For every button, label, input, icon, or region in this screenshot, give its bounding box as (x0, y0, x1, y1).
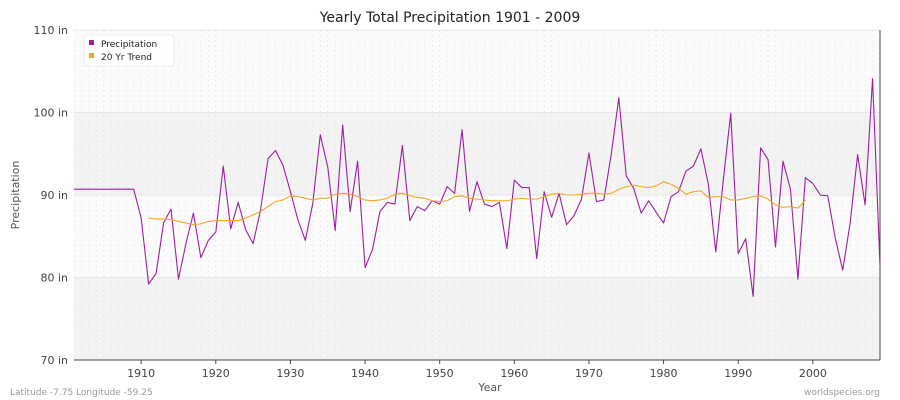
y-tick-label: 90 in (40, 189, 68, 202)
x-tick-label: 1980 (650, 367, 678, 380)
x-tick-label: 1960 (500, 367, 528, 380)
y-tick-label: 100 in (33, 107, 68, 120)
legend-label-precipitation: Precipitation (101, 40, 157, 50)
x-tick-label: 1950 (426, 367, 454, 380)
legend-label-20yr-trend: 20 Yr Trend (101, 53, 152, 63)
trend-line (148, 181, 806, 226)
y-tick-label: 110 in (33, 24, 68, 37)
x-tick-label: 1940 (351, 367, 379, 380)
footer-coordinates: Latitude -7.75 Longitude -59.25 (10, 388, 153, 398)
legend-swatch-precipitation (89, 40, 94, 45)
y-tick-label: 70 in (40, 354, 68, 367)
legend: Precipitation 20 Yr Trend (83, 34, 175, 67)
x-axis-ticks: 1910 1920 1930 1940 1950 1960 1970 1980 1990 2000 (127, 360, 827, 380)
y-tick-label: 80 in (40, 272, 68, 285)
grid-lines (73, 29, 881, 361)
x-tick-label: 1970 (575, 367, 603, 380)
x-axis-label: Year (477, 381, 502, 394)
legend-swatch-20yr-trend (89, 53, 94, 58)
x-tick-label: 1910 (127, 367, 155, 380)
plot-band (74, 277, 880, 360)
footer-source: worldspecies.org (804, 388, 880, 398)
x-tick-label: 1990 (724, 367, 752, 380)
chart-title: Yearly Total Precipitation 1901 - 2009 (319, 10, 581, 26)
series-lines (74, 78, 881, 298)
x-tick-label: 2000 (799, 367, 827, 380)
y-axis-label: Precipitation (9, 161, 22, 230)
y-axis-ticks: 70 in 80 in 90 in 100 in 110 in (33, 24, 68, 367)
x-tick-label: 1920 (202, 367, 230, 380)
x-tick-label: 1930 (276, 367, 304, 380)
precipitation-line (74, 78, 881, 298)
